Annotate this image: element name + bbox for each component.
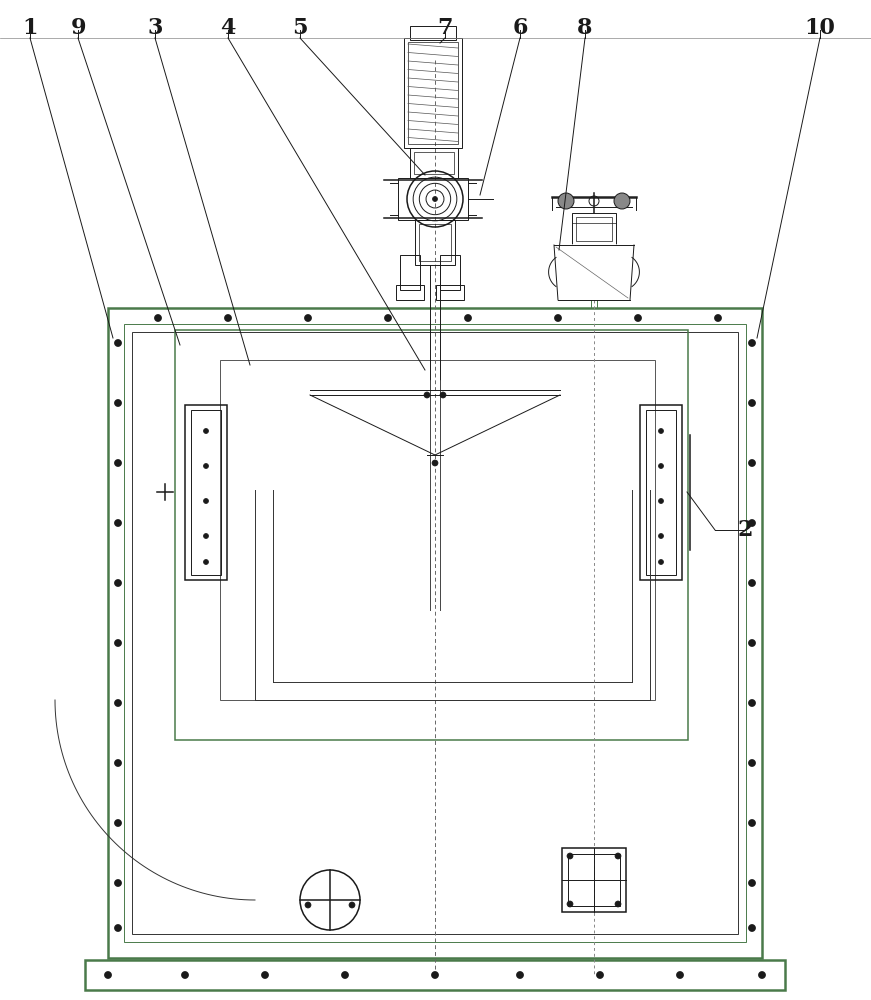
Circle shape	[517, 972, 523, 978]
Circle shape	[677, 972, 684, 978]
Text: 10: 10	[805, 17, 835, 39]
Bar	[85, 960, 785, 990]
Circle shape	[114, 700, 121, 706]
Circle shape	[567, 853, 573, 859]
Circle shape	[105, 972, 111, 978]
Circle shape	[615, 901, 621, 907]
Circle shape	[464, 314, 471, 322]
Circle shape	[748, 520, 755, 526]
Text: 1: 1	[23, 17, 37, 39]
Circle shape	[204, 560, 208, 564]
Circle shape	[558, 193, 574, 209]
Circle shape	[114, 820, 121, 826]
Circle shape	[748, 760, 755, 766]
Bar	[398, 178, 468, 220]
Circle shape	[114, 924, 121, 932]
Circle shape	[597, 972, 604, 978]
Circle shape	[714, 314, 721, 322]
Bar	[404, 38, 462, 148]
Circle shape	[748, 924, 755, 932]
Bar	[175, 330, 688, 740]
Bar	[415, 220, 455, 265]
Text: 8: 8	[577, 17, 593, 39]
Bar	[124, 324, 746, 942]
Circle shape	[658, 498, 664, 504]
Circle shape	[615, 853, 621, 859]
Circle shape	[634, 314, 642, 322]
Circle shape	[349, 902, 355, 908]
Text: 6: 6	[512, 17, 528, 39]
Circle shape	[341, 972, 348, 978]
Bar	[414, 152, 454, 174]
Circle shape	[154, 314, 161, 322]
Bar	[108, 308, 762, 958]
Bar	[410, 26, 456, 40]
Circle shape	[759, 972, 766, 978]
Text: 4: 4	[220, 17, 236, 39]
Circle shape	[114, 520, 121, 526]
Text: 3: 3	[147, 17, 163, 39]
Polygon shape	[554, 245, 634, 300]
Circle shape	[555, 314, 562, 322]
Bar	[640, 405, 682, 580]
Circle shape	[431, 972, 438, 978]
Circle shape	[748, 820, 755, 826]
Circle shape	[748, 580, 755, 586]
Bar	[132, 332, 738, 934]
Circle shape	[440, 392, 446, 398]
Circle shape	[305, 902, 311, 908]
Circle shape	[114, 580, 121, 586]
Circle shape	[114, 340, 121, 347]
Bar	[440, 255, 460, 290]
Circle shape	[204, 498, 208, 504]
Bar	[646, 410, 676, 575]
Circle shape	[748, 640, 755, 647]
Circle shape	[748, 340, 755, 347]
Circle shape	[114, 460, 121, 466]
Text: 9: 9	[71, 17, 85, 39]
Circle shape	[225, 314, 232, 322]
Circle shape	[748, 399, 755, 406]
Text: 5: 5	[293, 17, 307, 39]
Circle shape	[658, 560, 664, 564]
Bar	[220, 360, 655, 700]
Circle shape	[204, 428, 208, 434]
Circle shape	[658, 464, 664, 468]
Circle shape	[204, 464, 208, 468]
Circle shape	[748, 460, 755, 466]
Bar	[410, 148, 458, 178]
Circle shape	[748, 880, 755, 886]
Text: 7: 7	[437, 17, 453, 39]
Circle shape	[261, 972, 268, 978]
Bar	[562, 848, 626, 912]
Bar	[568, 854, 620, 906]
Circle shape	[658, 428, 664, 434]
Bar	[408, 42, 458, 144]
Circle shape	[114, 880, 121, 886]
Bar	[400, 255, 420, 290]
Circle shape	[748, 700, 755, 706]
Text: 2: 2	[737, 519, 753, 541]
Bar	[185, 405, 227, 580]
Circle shape	[432, 460, 438, 466]
Circle shape	[181, 972, 188, 978]
Circle shape	[114, 640, 121, 647]
Circle shape	[114, 760, 121, 766]
Bar	[576, 217, 612, 241]
Bar	[419, 224, 451, 261]
Bar	[191, 410, 221, 575]
Circle shape	[658, 534, 664, 538]
Circle shape	[433, 196, 437, 202]
Circle shape	[424, 392, 430, 398]
Circle shape	[614, 193, 630, 209]
Circle shape	[305, 314, 312, 322]
Circle shape	[567, 901, 573, 907]
Circle shape	[204, 534, 208, 538]
Bar	[572, 213, 616, 245]
Bar	[436, 285, 464, 300]
Circle shape	[384, 314, 391, 322]
Circle shape	[114, 399, 121, 406]
Bar	[396, 285, 424, 300]
